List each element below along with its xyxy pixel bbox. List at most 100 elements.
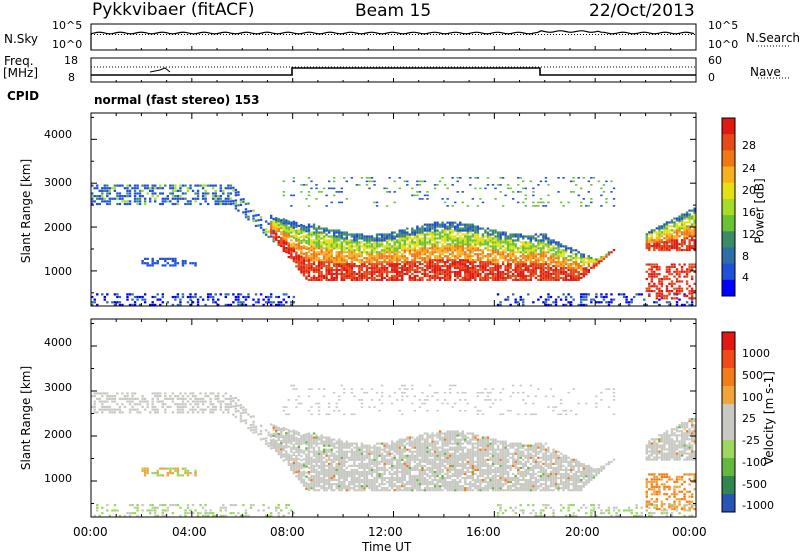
power-cell (333, 237, 336, 240)
velocity-cell (312, 466, 316, 470)
power-cell (333, 231, 336, 234)
power-cell (438, 253, 442, 256)
velocity-cell (267, 514, 270, 517)
power-cell (254, 301, 258, 304)
velocity-cell (305, 449, 308, 452)
power-cell (544, 263, 548, 266)
power-cell (154, 192, 157, 195)
power-cell (549, 276, 553, 280)
power-cell (688, 221, 691, 224)
power-cell (222, 200, 225, 203)
power-cell (355, 272, 359, 276)
power-cell (297, 256, 301, 259)
vel-cbar-tick-500: 500 (742, 369, 763, 382)
power-cell (206, 295, 210, 299)
power-cell (355, 241, 359, 244)
velocity-cell (345, 489, 349, 492)
power-cell (547, 259, 550, 262)
velocity-cell (353, 442, 356, 445)
power-cell (413, 253, 417, 256)
power-cell (333, 235, 336, 238)
power-cell (360, 268, 364, 272)
power-cell (459, 268, 462, 272)
power-cell (602, 191, 606, 193)
power-cell (222, 192, 225, 195)
velocity-cell (234, 407, 238, 410)
velocity-cell (234, 410, 238, 413)
power-cell (648, 282, 651, 285)
velocity-cell (295, 436, 298, 439)
power-cell (317, 270, 321, 274)
power-cell (330, 278, 333, 282)
power-cell (607, 301, 611, 304)
velocity-cell (295, 448, 298, 452)
velocity-cell (340, 487, 343, 490)
power-cell (532, 201, 535, 204)
velocity-cell (96, 509, 99, 512)
power-cell (345, 233, 349, 236)
power-cell (305, 267, 308, 270)
velocity-cell (151, 472, 154, 475)
power-cell (645, 239, 648, 242)
power-cell (108, 192, 112, 195)
velocity-cell (340, 450, 343, 453)
velocity-cell (287, 457, 291, 460)
velocity-cell (317, 470, 321, 474)
power-cell (471, 227, 475, 230)
velocity-cell (348, 489, 351, 492)
power-cell (494, 235, 497, 238)
power-cell (443, 264, 447, 268)
velocity-cell (244, 419, 248, 422)
power-cell (655, 292, 659, 295)
power-cell (436, 237, 439, 240)
power-cell (683, 221, 686, 224)
power-cell (572, 298, 575, 301)
power-cell (514, 301, 517, 304)
power-cell (421, 245, 424, 248)
velocity-cell (330, 466, 333, 470)
power-cell (166, 200, 170, 203)
power-cell (564, 303, 568, 307)
power-cell (280, 232, 283, 236)
power-cell (312, 241, 316, 244)
velocity-cell (196, 397, 200, 400)
power-cell (471, 263, 475, 266)
power-cell (156, 262, 159, 265)
power-cell (282, 180, 285, 183)
power-cell (670, 235, 674, 238)
power-cell (451, 247, 454, 250)
power-cell (330, 270, 333, 274)
velocity-cell (338, 460, 341, 463)
velocity-cell (287, 431, 291, 434)
velocity-cell (317, 388, 321, 390)
velocity-cell (93, 392, 96, 395)
power-cell (441, 198, 444, 200)
power-cell (542, 264, 545, 268)
power-cell (693, 227, 696, 230)
power-cell (479, 259, 482, 262)
power-cell (496, 264, 500, 268)
power-cell (459, 272, 462, 276)
power-cell (474, 268, 477, 272)
velocity-cell (297, 470, 301, 473)
power-cell (174, 257, 177, 260)
power-cell (683, 241, 686, 244)
power-cell (441, 276, 444, 280)
power-cell (300, 263, 303, 266)
power-cell (486, 272, 490, 276)
power-cell (373, 272, 376, 276)
power-cell (499, 184, 502, 186)
power-cell (658, 247, 661, 250)
station-title: Pykkvibaer (fitACF) (92, 0, 255, 20)
power-cell (370, 263, 374, 266)
power-cell (454, 235, 457, 238)
power-cell (227, 303, 230, 307)
velocity-cell (118, 397, 122, 400)
cpid-label: CPID (7, 89, 40, 103)
velocity-cell (141, 405, 144, 409)
power-cell (585, 269, 588, 272)
power-cell (459, 253, 462, 256)
power-cell (383, 257, 386, 260)
power-ytick-1000: 1000 (44, 265, 72, 278)
power-cell (360, 233, 364, 236)
